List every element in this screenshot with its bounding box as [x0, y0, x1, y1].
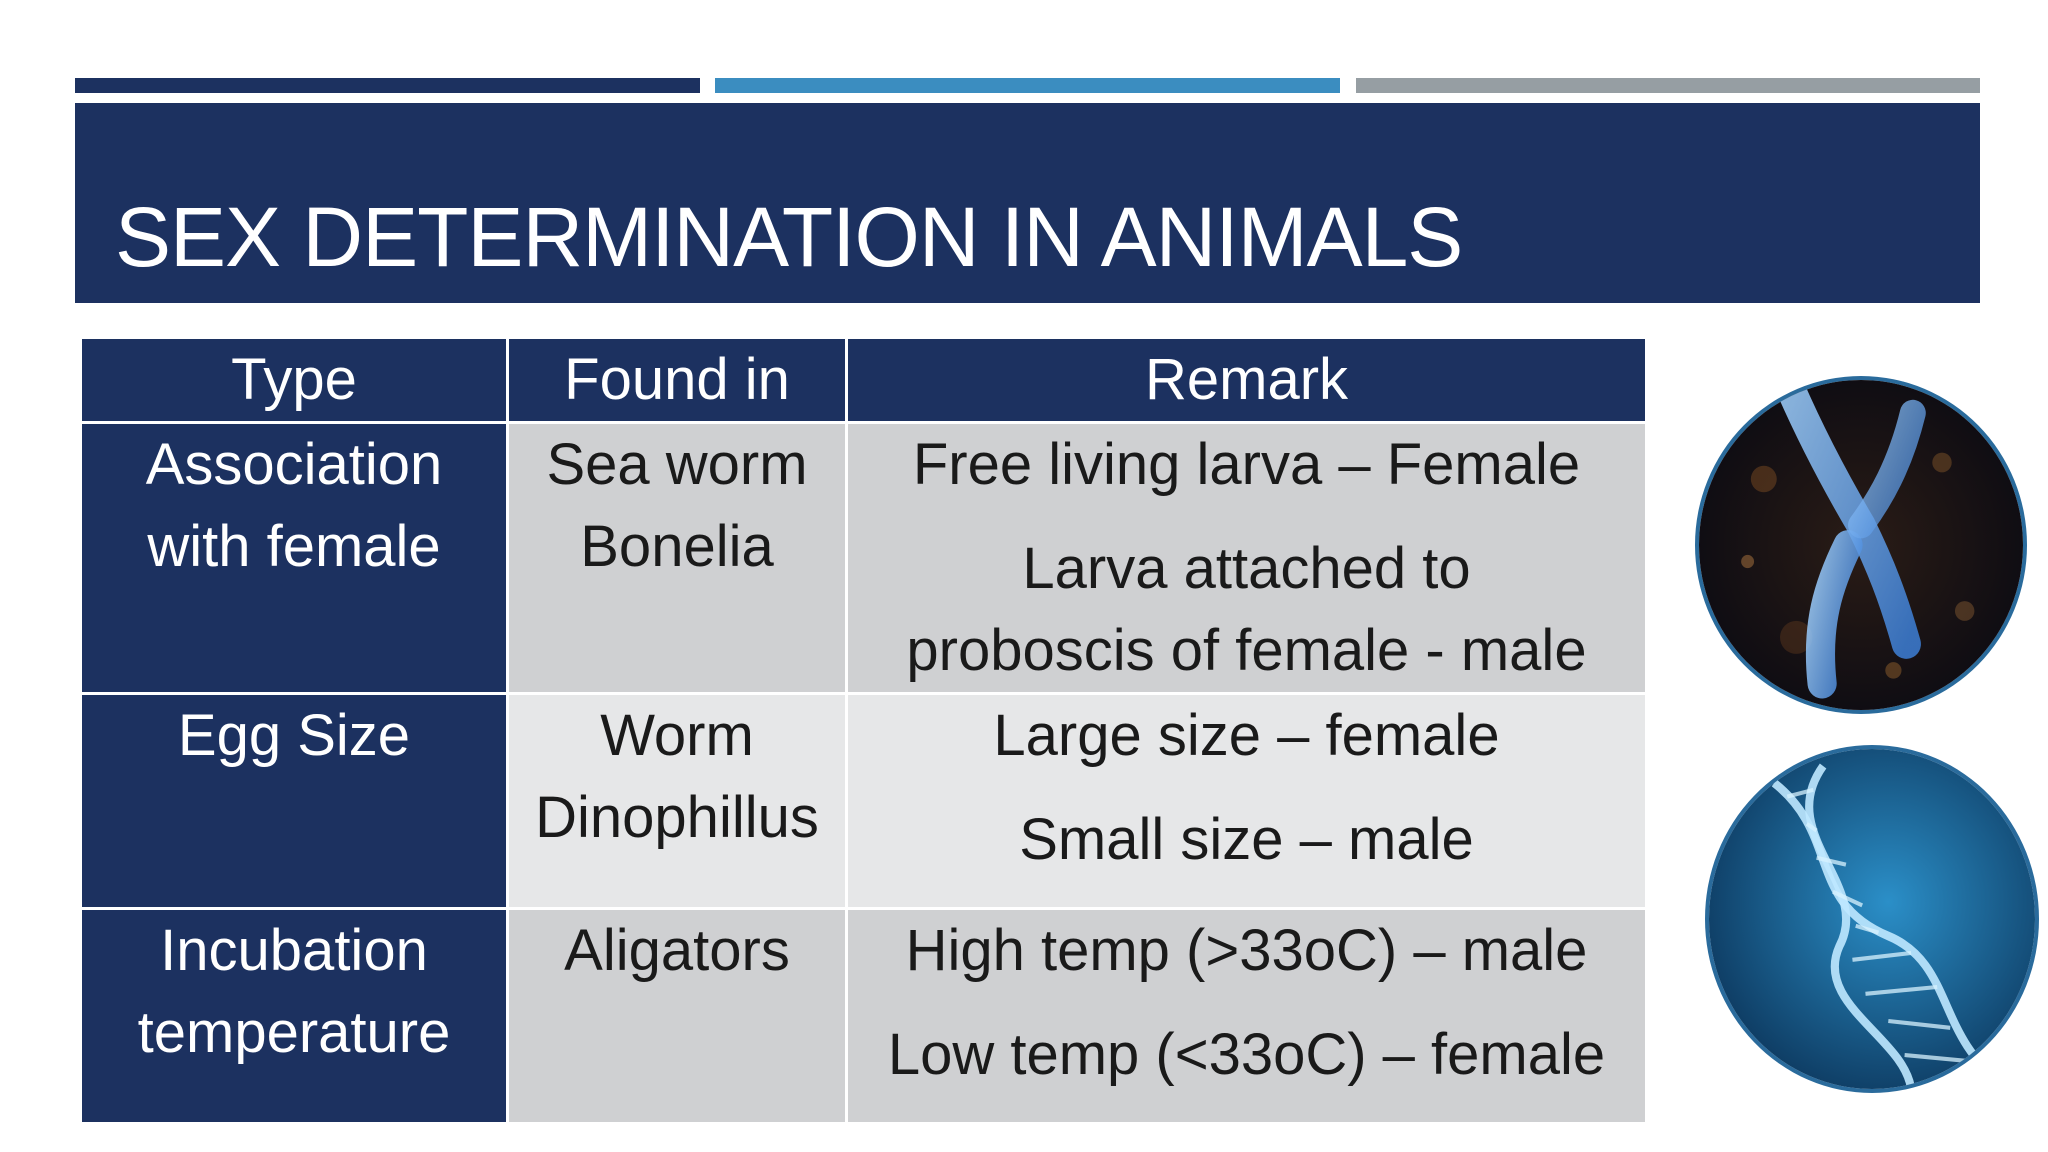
- remark-text: Low temp (<33oC) – female: [887, 1022, 1606, 1087]
- remark-cell: Free living larva – Female Larva attache…: [845, 421, 1648, 695]
- found-in-text: Aligators: [564, 918, 790, 983]
- type-cell: Association with female: [79, 421, 509, 695]
- table-row: Egg Size Worm Dinophillus Large size – f…: [79, 692, 1648, 910]
- title-banner: SEX DETERMINATION IN ANIMALS: [75, 103, 1980, 303]
- chromosome-image: [1695, 376, 2027, 714]
- type-text: Association: [145, 432, 443, 497]
- found-in-text: Bonelia: [580, 514, 774, 579]
- remark-text: Small size – male: [1019, 807, 1474, 872]
- remark-cell: Large size – female Small size – male: [845, 692, 1648, 910]
- type-cell: Incubation temperature: [79, 907, 509, 1125]
- type-text: temperature: [137, 1000, 451, 1065]
- found-in-text: Sea worm: [546, 432, 808, 497]
- remark-text: Large size – female: [993, 703, 1500, 768]
- remark-text: High temp (>33oC) – male: [905, 918, 1588, 983]
- accent-bar-gray: [1356, 78, 1980, 93]
- sex-determination-table: Type Found in Remark Association with fe…: [79, 336, 1648, 1125]
- type-text: Egg Size: [177, 703, 411, 768]
- table-row: Incubation temperature Aligators High te…: [79, 907, 1648, 1125]
- type-text: with female: [147, 514, 441, 579]
- accent-bar-blue: [715, 78, 1340, 93]
- table-row: Association with female Sea worm Bonelia…: [79, 421, 1648, 695]
- table-header-row: Type Found in Remark: [79, 336, 1648, 424]
- found-in-cell: Aligators: [506, 907, 848, 1125]
- found-in-cell: Sea worm Bonelia: [506, 421, 848, 695]
- found-in-text: Dinophillus: [535, 785, 819, 850]
- page-title: SEX DETERMINATION IN ANIMALS: [115, 190, 1463, 284]
- found-in-cell: Worm Dinophillus: [506, 692, 848, 910]
- dna-helix-image: [1705, 745, 2039, 1093]
- header-found-in: Found in: [506, 336, 848, 424]
- remark-text: Free living larva – Female: [912, 432, 1581, 497]
- found-in-text: Worm: [600, 703, 754, 768]
- header-type: Type: [79, 336, 509, 424]
- type-text: Incubation: [160, 918, 428, 983]
- remark-cell: High temp (>33oC) – male Low temp (<33oC…: [845, 907, 1648, 1125]
- remark-text: Larva attached to proboscis of female - …: [906, 536, 1587, 683]
- type-cell: Egg Size: [79, 692, 509, 910]
- header-remark: Remark: [845, 336, 1648, 424]
- accent-bar-navy: [75, 78, 700, 93]
